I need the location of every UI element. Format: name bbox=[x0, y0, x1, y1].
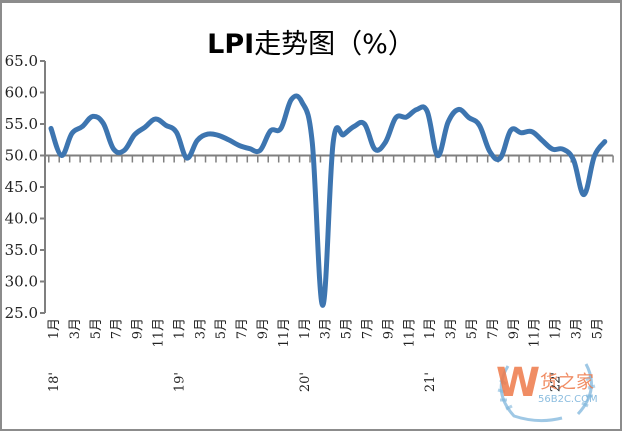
y-tick-label: 55.0 bbox=[5, 115, 38, 133]
lpi-series-line bbox=[48, 93, 608, 308]
watermark-letter: W bbox=[496, 360, 541, 406]
x-tick-label: 5月 bbox=[465, 318, 480, 339]
y-tick-label: 30.0 bbox=[5, 273, 38, 291]
x-tick-label: 5月 bbox=[89, 318, 104, 339]
laurel-icon bbox=[497, 363, 596, 423]
x-tick-label: 7月 bbox=[235, 318, 250, 339]
x-tick-label: 7月 bbox=[486, 318, 501, 339]
chart-title-latin: LPI bbox=[207, 29, 255, 60]
x-tick-label: 3月 bbox=[570, 318, 585, 339]
y-tick-label: 40.0 bbox=[5, 210, 38, 228]
x-tick-label: 3月 bbox=[444, 318, 459, 339]
x-tick-label: 1月 bbox=[423, 318, 438, 339]
x-tick-label: 9月 bbox=[256, 318, 271, 339]
x-tick-label: 1月 bbox=[172, 318, 187, 339]
x-tick-label: 5月 bbox=[340, 318, 355, 339]
y-tick-label: 45.0 bbox=[5, 178, 38, 196]
y-tick-label: 50.0 bbox=[5, 147, 38, 165]
x-tick-label: 11月 bbox=[277, 318, 292, 348]
x-tick-label: 11月 bbox=[528, 318, 543, 348]
year-label: 18' bbox=[47, 372, 62, 392]
x-tick-label: 3月 bbox=[319, 318, 334, 339]
y-tick-label: 25.0 bbox=[5, 304, 38, 322]
x-tick-label: 9月 bbox=[131, 318, 146, 339]
x-tick-label: 1月 bbox=[298, 318, 313, 339]
x-tick-label: 9月 bbox=[507, 318, 522, 339]
year-label: 22' bbox=[549, 372, 564, 392]
x-axis: 1月 3月 5月 7月 9月 11月 1月 3月 5月 7月 9月 11月 1月 3月 5月 7月 9月 11月 1… bbox=[45, 154, 614, 392]
x-tick-label: 7月 bbox=[361, 318, 376, 339]
watermark-brand: 货之家 bbox=[540, 372, 594, 393]
x-tick-label: 1月 bbox=[549, 318, 564, 339]
chart-title: LPI走势图（%） bbox=[0, 22, 622, 61]
x-tick-label: 9月 bbox=[381, 318, 396, 339]
year-label: 20' bbox=[298, 372, 313, 392]
year-label: 21' bbox=[423, 372, 438, 392]
x-tick-label: 5月 bbox=[214, 318, 229, 339]
x-tick-label: 7月 bbox=[110, 318, 125, 339]
y-tick-label: 65.0 bbox=[5, 52, 38, 70]
chart-title-cjk: 走势图（%） bbox=[254, 29, 415, 60]
y-tick-label: 35.0 bbox=[5, 241, 38, 259]
y-tick-label: 60.0 bbox=[5, 84, 38, 102]
y-axis: 65.0 60.0 55.0 50.0 45.0 40.0 35.0 30.0 25.0 bbox=[5, 52, 46, 322]
x-tick-label: 3月 bbox=[68, 318, 83, 339]
x-tick-label: 3月 bbox=[193, 318, 208, 339]
x-tick-label: 11月 bbox=[152, 318, 167, 348]
year-label: 19' bbox=[172, 372, 187, 392]
watermark-domain: 56B2C.COM bbox=[538, 394, 598, 405]
watermark-logo: W 货之家 56B2C.COM bbox=[478, 358, 608, 424]
x-tick-label: 1月 bbox=[47, 318, 62, 339]
x-tick-label: 5月 bbox=[590, 318, 605, 339]
x-tick-label: 11月 bbox=[402, 318, 417, 348]
